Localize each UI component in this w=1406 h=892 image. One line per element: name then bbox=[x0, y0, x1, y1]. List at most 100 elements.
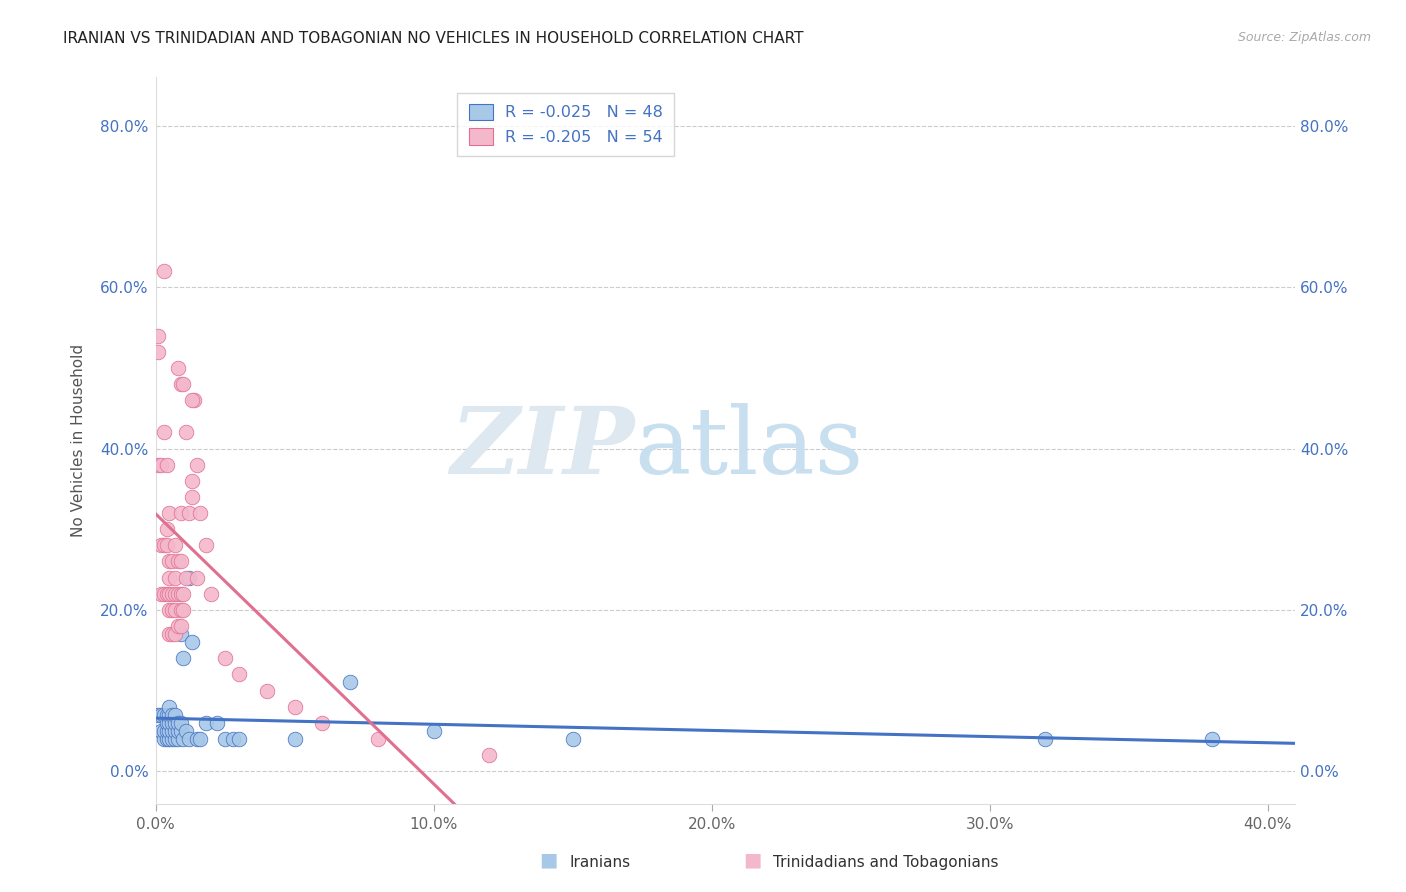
Text: Source: ZipAtlas.com: Source: ZipAtlas.com bbox=[1237, 31, 1371, 45]
Point bbox=[163, 538, 186, 552]
Text: Iranians: Iranians bbox=[569, 855, 630, 870]
Point bbox=[166, 360, 188, 375]
Point bbox=[159, 707, 181, 722]
Legend: R = -0.025   N = 48, R = -0.205   N = 54: R = -0.025 N = 48, R = -0.205 N = 54 bbox=[457, 93, 675, 156]
Point bbox=[180, 635, 202, 649]
Point bbox=[153, 731, 176, 746]
Point bbox=[228, 731, 250, 746]
Point bbox=[205, 715, 228, 730]
Point bbox=[153, 723, 176, 738]
Point bbox=[172, 587, 194, 601]
Point bbox=[561, 731, 583, 746]
Point bbox=[200, 587, 222, 601]
Point bbox=[256, 683, 278, 698]
Point bbox=[180, 393, 202, 408]
Point bbox=[163, 571, 186, 585]
Point bbox=[172, 603, 194, 617]
Point bbox=[148, 328, 170, 343]
Text: ■: ■ bbox=[538, 851, 558, 870]
Point bbox=[169, 603, 191, 617]
Point bbox=[156, 458, 179, 472]
Point bbox=[1201, 731, 1223, 746]
Point bbox=[153, 587, 176, 601]
Point bbox=[169, 554, 191, 568]
Point bbox=[156, 587, 179, 601]
Point bbox=[153, 425, 176, 440]
Point bbox=[148, 344, 170, 359]
Point bbox=[214, 731, 236, 746]
Point bbox=[163, 587, 186, 601]
Point bbox=[228, 667, 250, 681]
Point bbox=[177, 571, 200, 585]
Point bbox=[148, 458, 170, 472]
Point bbox=[172, 731, 194, 746]
Point bbox=[174, 723, 197, 738]
Point bbox=[159, 587, 181, 601]
Text: atlas: atlas bbox=[634, 402, 863, 492]
Point bbox=[148, 707, 170, 722]
Point bbox=[150, 707, 173, 722]
Y-axis label: No Vehicles in Household: No Vehicles in Household bbox=[72, 344, 86, 537]
Point bbox=[478, 748, 501, 763]
Point bbox=[166, 619, 188, 633]
Point bbox=[188, 506, 211, 520]
Point bbox=[153, 707, 176, 722]
Point bbox=[159, 715, 181, 730]
Point bbox=[156, 538, 179, 552]
Point bbox=[214, 651, 236, 665]
Point bbox=[166, 554, 188, 568]
Point bbox=[150, 587, 173, 601]
Point bbox=[180, 490, 202, 504]
Point bbox=[159, 627, 181, 641]
Point bbox=[163, 707, 186, 722]
Point bbox=[186, 731, 208, 746]
Text: ZIP: ZIP bbox=[450, 402, 634, 492]
Point bbox=[188, 731, 211, 746]
Point bbox=[162, 707, 184, 722]
Point bbox=[194, 715, 217, 730]
Point bbox=[162, 715, 184, 730]
Point bbox=[169, 715, 191, 730]
Point bbox=[156, 723, 179, 738]
Point bbox=[163, 723, 186, 738]
Point bbox=[284, 699, 307, 714]
Point bbox=[159, 723, 181, 738]
Point bbox=[162, 603, 184, 617]
Point bbox=[159, 731, 181, 746]
Point bbox=[150, 723, 173, 738]
Point bbox=[153, 538, 176, 552]
Point bbox=[156, 731, 179, 746]
Point bbox=[159, 506, 181, 520]
Point bbox=[339, 675, 361, 690]
Point bbox=[194, 538, 217, 552]
Point bbox=[222, 731, 245, 746]
Text: ■: ■ bbox=[742, 851, 762, 870]
Point bbox=[174, 425, 197, 440]
Point bbox=[1033, 731, 1056, 746]
Point bbox=[162, 587, 184, 601]
Point bbox=[177, 506, 200, 520]
Point bbox=[172, 376, 194, 391]
Point bbox=[169, 587, 191, 601]
Point bbox=[311, 715, 333, 730]
Point bbox=[169, 627, 191, 641]
Point bbox=[166, 587, 188, 601]
Point bbox=[422, 723, 444, 738]
Point bbox=[156, 522, 179, 536]
Point bbox=[183, 393, 205, 408]
Point bbox=[180, 474, 202, 488]
Point bbox=[166, 731, 188, 746]
Point bbox=[186, 458, 208, 472]
Point bbox=[166, 723, 188, 738]
Point bbox=[150, 538, 173, 552]
Point bbox=[186, 571, 208, 585]
Point bbox=[177, 731, 200, 746]
Point bbox=[159, 699, 181, 714]
Point bbox=[162, 723, 184, 738]
Point bbox=[150, 458, 173, 472]
Point bbox=[162, 627, 184, 641]
Point bbox=[172, 651, 194, 665]
Point bbox=[169, 376, 191, 391]
Point bbox=[163, 603, 186, 617]
Point bbox=[162, 731, 184, 746]
